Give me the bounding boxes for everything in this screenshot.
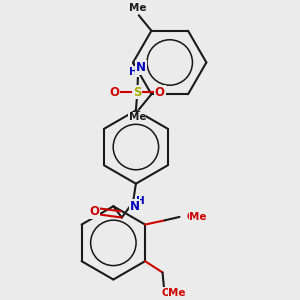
Text: S: S (133, 85, 142, 99)
Text: O: O (161, 288, 170, 298)
Text: N: N (136, 61, 146, 74)
Text: O: O (89, 206, 100, 218)
Text: Me: Me (168, 288, 186, 298)
Text: Me: Me (189, 212, 207, 222)
Text: H: H (136, 196, 145, 206)
Text: O: O (155, 85, 165, 99)
Text: Me: Me (129, 3, 146, 13)
Text: N: N (130, 200, 140, 213)
Text: O: O (187, 212, 195, 222)
Text: Me: Me (129, 112, 146, 122)
Text: O: O (110, 85, 120, 99)
Text: H: H (129, 67, 138, 76)
